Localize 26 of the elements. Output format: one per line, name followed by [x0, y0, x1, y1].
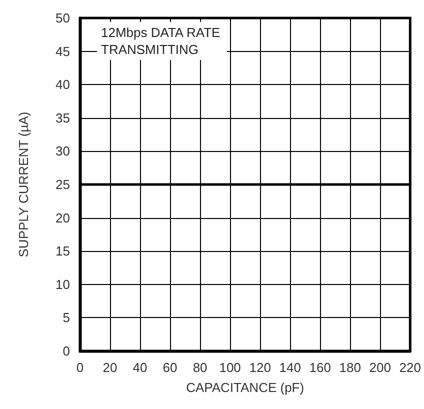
x-tick-label: 80 [192, 360, 208, 375]
x-tick-label: 200 [369, 360, 391, 375]
x-tick-label: 100 [219, 360, 241, 375]
annotation: 12Mbps DATA RATE TRANSMITTING [101, 25, 221, 57]
y-tick-label: 40 [56, 77, 70, 92]
x-tick-label: 20 [102, 360, 118, 375]
y-tick-label: 10 [56, 276, 70, 292]
x-tick-label: 160 [309, 360, 331, 375]
y-tick-label: 20 [56, 210, 70, 226]
y-tick-label: 0 [62, 344, 70, 358]
x-tick-label: 180 [339, 360, 361, 375]
x-tick-label: 140 [279, 360, 301, 375]
x-axis-title: CAPACITANCE (pF) [186, 380, 304, 395]
y-tick-label: 35 [56, 110, 70, 126]
y-tick-label: 30 [56, 144, 70, 159]
y-tick-label: 45 [56, 44, 70, 59]
x-tick-label: 0 [76, 360, 84, 375]
y-tick-label: 25 [56, 177, 70, 192]
x-tick-label: 220 [399, 360, 422, 375]
x-tick-label: 40 [132, 360, 148, 375]
y-axis-title: SUPPLY CURRENT (µA) [16, 112, 31, 258]
y-tick-label: 15 [56, 244, 70, 259]
x-tick-label: 60 [162, 360, 178, 375]
y-tick-label: 5 [62, 310, 70, 326]
x-tick-label: 120 [249, 360, 271, 375]
y-tick-label: 50 [56, 10, 70, 26]
